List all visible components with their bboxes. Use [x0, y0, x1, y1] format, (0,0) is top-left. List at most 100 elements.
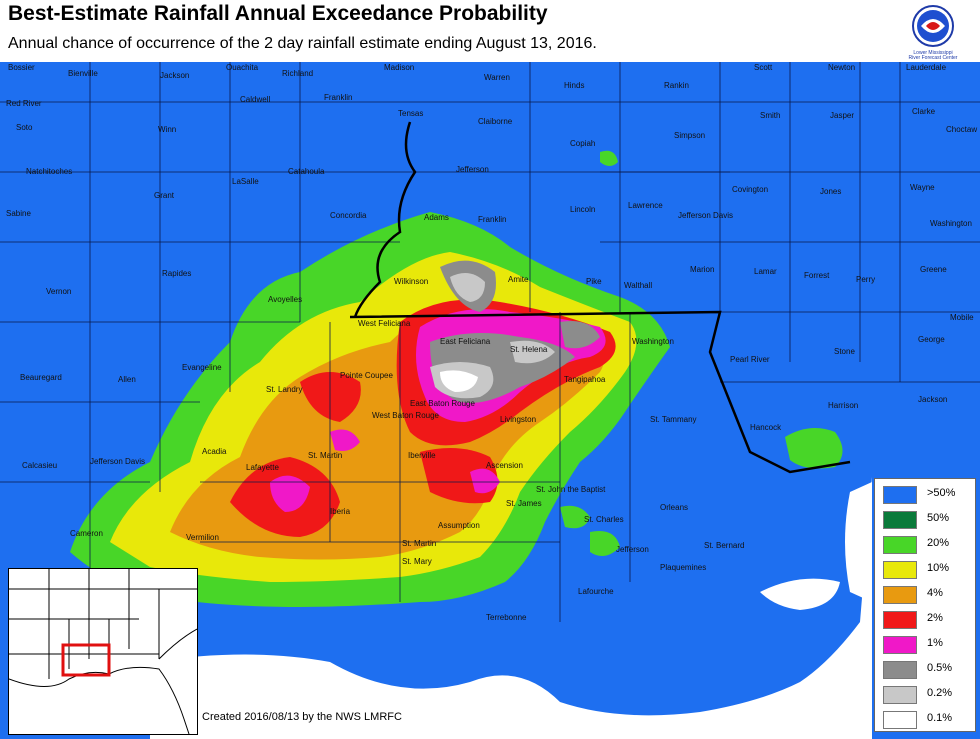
- county-label: Allen: [118, 375, 136, 384]
- county-label: St. Bernard: [704, 541, 744, 550]
- legend-swatch: [883, 711, 917, 729]
- county-label: St. James: [506, 499, 542, 508]
- county-label: Natchitoches: [26, 167, 72, 176]
- county-label: Hinds: [564, 81, 584, 90]
- inset-us-southeast: [8, 569, 198, 735]
- legend-row: 2%: [883, 608, 971, 630]
- county-label: Tangipahoa: [564, 375, 606, 384]
- map-title: Best-Estimate Rainfall Annual Exceedance…: [8, 2, 548, 25]
- band-20pct-se: [590, 531, 620, 556]
- county-label: Jones: [820, 187, 841, 196]
- county-label: Richland: [282, 69, 313, 78]
- county-label: Lincoln: [570, 205, 595, 214]
- county-label: Jackson: [918, 395, 947, 404]
- county-label: Orleans: [660, 503, 688, 512]
- county-label: Iberia: [330, 507, 351, 516]
- county-label: Caldwell: [240, 95, 270, 104]
- county-label: Ouachita: [226, 63, 259, 72]
- band-20pct-east: [785, 428, 843, 469]
- county-label: Bossier: [8, 63, 35, 72]
- county-label: Lamar: [754, 267, 777, 276]
- legend-swatch: [883, 611, 917, 629]
- legend-swatch: [883, 511, 917, 529]
- legend-label: 0.2%: [927, 687, 953, 699]
- county-label: Smith: [760, 111, 780, 120]
- county-label: St. Mary: [402, 557, 432, 566]
- state-line-ms-la: [349, 310, 851, 474]
- county-label: Wayne: [910, 183, 935, 192]
- county-label: Forrest: [804, 271, 830, 280]
- county-label: St. Charles: [584, 515, 624, 524]
- county-label: St. Tammany: [650, 415, 697, 424]
- county-label: Harrison: [828, 401, 858, 410]
- band-02pct-sh: [510, 340, 555, 364]
- county-label: Red River: [6, 99, 42, 108]
- county-label: Calcasieu: [22, 461, 57, 470]
- county-label: Avoyelles: [268, 295, 302, 304]
- coast-island-1: [760, 578, 840, 610]
- county-label: Vernon: [46, 287, 71, 296]
- study-area-box: [61, 643, 111, 677]
- legend-swatch: [883, 661, 917, 679]
- county-label: Franklin: [478, 215, 506, 224]
- county-label: St. John the Baptist: [536, 485, 606, 494]
- county-label: Jackson: [160, 71, 189, 80]
- county-label: Jefferson: [616, 545, 649, 554]
- county-label: Vermilion: [186, 533, 219, 542]
- gulf-of-mexico: [150, 477, 872, 739]
- county-label: Ascension: [486, 461, 523, 470]
- county-label: Lauderdale: [906, 63, 947, 72]
- legend-row: 4%: [883, 583, 971, 605]
- credit-text: Created 2016/08/13 by the NWS LMRFC: [202, 711, 402, 723]
- legend-label: 1%: [927, 637, 943, 649]
- county-label: Terrebonne: [486, 613, 527, 622]
- county-label: Catahoula: [288, 167, 325, 176]
- county-label: Soto: [16, 123, 33, 132]
- county-label: Pearl River: [730, 355, 770, 364]
- county-label: Walthall: [624, 281, 652, 290]
- county-label: Jefferson Davis: [90, 457, 145, 466]
- county-label: Franklin: [324, 93, 352, 102]
- county-label: Hancock: [750, 423, 782, 432]
- legend-label: 2%: [927, 612, 943, 624]
- county-label: Rankin: [664, 81, 689, 90]
- county-label: Pike: [586, 277, 602, 286]
- county-label: Jefferson Davis: [678, 211, 733, 220]
- county-label: Rapides: [162, 269, 191, 278]
- band-1pct-central: [330, 429, 360, 451]
- map-legend: >50% 50% 20% 10% 4% 2% 1% 0.5% 0.2% 0.1%: [874, 478, 976, 732]
- county-label: Newton: [828, 63, 855, 72]
- county-label: Clarke: [912, 107, 936, 116]
- county-label: Washington: [632, 337, 674, 346]
- county-label: St. Helena: [510, 345, 548, 354]
- legend-row: 1%: [883, 633, 971, 655]
- county-label: Winn: [158, 125, 176, 134]
- county-label: Lawrence: [628, 201, 663, 210]
- county-label: Lafourche: [578, 587, 614, 596]
- band-20pct-sc: [560, 505, 590, 529]
- county-label: Adams: [424, 213, 449, 222]
- band-02pct-north: [450, 273, 485, 302]
- legend-label: 50%: [927, 512, 950, 524]
- legend-label: 4%: [927, 587, 943, 599]
- coast-island-2: [845, 482, 872, 602]
- county-labels: Bossier Bienville Jackson Ouachita Richl…: [6, 63, 977, 622]
- county-label: Beauregard: [20, 373, 62, 382]
- band-01pct: [440, 370, 478, 392]
- county-label: West Feliciana: [358, 319, 411, 328]
- locator-inset-map: [8, 568, 198, 735]
- rainfall-probability-map: Bossier Bienville Jackson Ouachita Richl…: [0, 62, 980, 739]
- band-20pct-north: [600, 150, 618, 166]
- band-1pct-west: [270, 475, 310, 512]
- legend-label: >50%: [927, 487, 956, 499]
- county-label: Jefferson: [456, 165, 489, 174]
- county-label: Livingston: [500, 415, 536, 424]
- county-label: Covington: [732, 185, 768, 194]
- county-label: LaSalle: [232, 177, 259, 186]
- county-label: Claiborne: [478, 117, 513, 126]
- legend-row: 0.2%: [883, 683, 971, 705]
- county-label: Simpson: [674, 131, 705, 140]
- county-label: Acadia: [202, 447, 227, 456]
- county-label: St. Martin: [402, 539, 436, 548]
- map-subtitle: Annual chance of occurrence of the 2 day…: [8, 35, 597, 52]
